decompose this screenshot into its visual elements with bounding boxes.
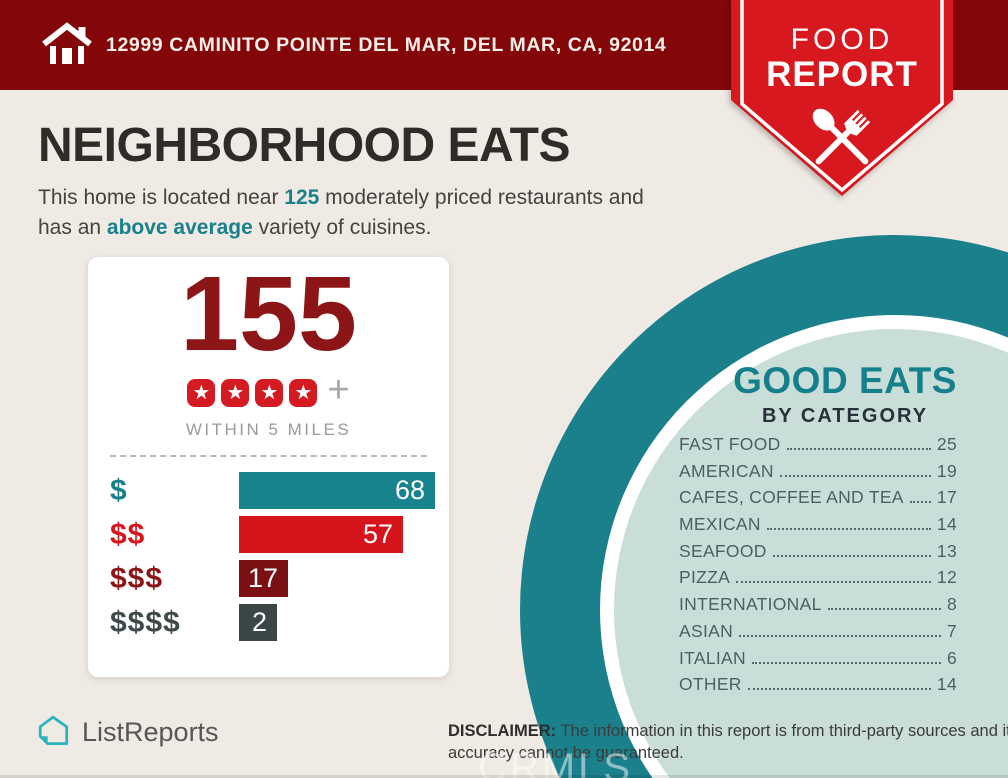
category-row: AMERICAN 19 (679, 461, 957, 488)
category-label: MEXICAN (679, 514, 761, 535)
property-address: 12999 CAMINITO POINTE DEL MAR, DEL MAR, … (106, 33, 667, 56)
category-count: 14 (936, 674, 957, 695)
category-label: ITALIAN (679, 647, 746, 668)
category-count: 12 (936, 567, 957, 588)
category-row: INTERNATIONAL 8 (679, 594, 957, 621)
brand-name: ListReports (82, 716, 219, 747)
dotted-leader (909, 501, 931, 504)
variety-rating: above average (106, 215, 253, 239)
price-bar-row: $$ 57 (110, 516, 449, 553)
dotted-leader (739, 634, 941, 637)
price-bars: $ 68 $$ 57 $$$ 17 $$$$ 2 (88, 472, 449, 641)
price-tier-label: $$$ (110, 561, 164, 595)
category-count: 25 (936, 434, 957, 454)
price-bar-value: 57 (362, 519, 393, 549)
dotted-leader (751, 661, 941, 664)
price-bar-value: 68 (394, 475, 425, 505)
home-icon (42, 22, 92, 64)
restaurant-stats-card: 155 ★ ★ ★ ★ + WITHIN 5 MILES $ 68 $$ 57 $$$ … (88, 257, 449, 677)
good-eats-title: GOOD EATS (733, 360, 957, 401)
price-bar: 68 (239, 472, 435, 509)
price-bar-value: 2 (251, 607, 267, 637)
star-row: ★ ★ ★ ★ + (88, 369, 449, 412)
star-icon: ★ (255, 378, 284, 407)
category-row: PIZZA 12 (679, 567, 957, 594)
price-tier-label: $$$$ (110, 605, 181, 639)
star-icon: ★ (187, 378, 216, 407)
category-label: INTERNATIONAL (679, 594, 822, 615)
category-label: SEAFOOD (679, 540, 767, 561)
intro-subtitle: This home is located near 125 moderately… (38, 185, 644, 239)
dotted-leader (772, 554, 931, 557)
total-restaurants-number: 155 (180, 255, 357, 373)
category-label: FAST FOOD (679, 434, 781, 454)
category-row: SEAFOOD 13 (679, 541, 957, 568)
category-label: PIZZA (679, 567, 731, 588)
within-miles-caption: WITHIN 5 MILES (185, 420, 352, 439)
dotted-leader (786, 448, 931, 450)
category-row: ASIAN 7 (679, 621, 957, 648)
badge-line-report: REPORT (766, 54, 918, 94)
price-bar: 2 (239, 604, 277, 641)
badge-text: FOOD REPORT (731, 24, 953, 94)
dashed-divider (110, 455, 427, 457)
plus-sign: + (327, 369, 350, 411)
dotted-leader (736, 581, 931, 584)
category-list: FAST FOOD 25 AMERICAN 19 CAFES, COFFEE A… (679, 434, 957, 701)
star-icon: ★ (221, 378, 250, 407)
star-icon: ★ (289, 378, 318, 407)
category-count: 17 (936, 487, 957, 508)
category-label: ASIAN (679, 620, 734, 641)
category-count: 13 (936, 540, 957, 561)
category-row: FAST FOOD 25 (679, 434, 957, 461)
dotted-leader (766, 528, 931, 531)
category-count: 14 (936, 514, 957, 535)
category-row: OTHER 14 (679, 674, 957, 701)
crossed-spoon-fork-icon (812, 108, 871, 165)
dotted-leader (779, 474, 931, 477)
badge-line-food: FOOD (790, 23, 894, 56)
category-row: ITALIAN 6 (679, 648, 957, 675)
crmls-watermark: CRMLS (478, 746, 634, 778)
category-count: 8 (946, 594, 957, 615)
listreports-logo-icon (38, 715, 69, 746)
dotted-leader (747, 688, 931, 691)
category-row: MEXICAN 14 (679, 514, 957, 541)
category-row: CAFES, COFFEE AND TEA 17 (679, 487, 957, 514)
price-bar-row: $$$ 17 (110, 560, 449, 597)
disclaimer: DISCLAIMER: The information in this repo… (448, 720, 1008, 765)
price-bar-value: 17 (247, 563, 278, 593)
category-count: 6 (946, 647, 957, 668)
dotted-leader (827, 608, 941, 611)
food-report-badge: FOOD REPORT (731, 0, 953, 196)
category-label: AMERICAN (679, 460, 774, 481)
price-tier-label: $ (110, 473, 128, 507)
price-bar: 57 (239, 516, 403, 553)
price-bar-row: $ 68 (110, 472, 449, 509)
category-count: 19 (936, 460, 957, 481)
page-title: NEIGHBORHOOD EATS (38, 119, 570, 172)
bottom-edge-line (0, 775, 1008, 778)
subtitle-text: This home is located near (38, 185, 285, 209)
listreports-brand: ListReports (36, 714, 219, 750)
disclaimer-label: DISCLAIMER: (448, 722, 557, 740)
category-label: OTHER (679, 674, 742, 695)
category-count: 7 (946, 620, 957, 641)
price-bar: 17 (239, 560, 288, 597)
price-tier-label: $$ (110, 517, 146, 551)
price-bar-row: $$$$ 2 (110, 604, 449, 641)
category-label: CAFES, COFFEE AND TEA (679, 487, 904, 508)
intro-section: NEIGHBORHOOD EATS This home is located n… (38, 119, 644, 242)
good-eats-subtitle: BY CATEGORY (761, 405, 929, 427)
disclaimer-text: The information in this report is from t… (448, 722, 1008, 763)
good-eats-heading: GOOD EATS BY CATEGORY (690, 360, 1000, 428)
restaurant-count: 125 (284, 185, 320, 209)
